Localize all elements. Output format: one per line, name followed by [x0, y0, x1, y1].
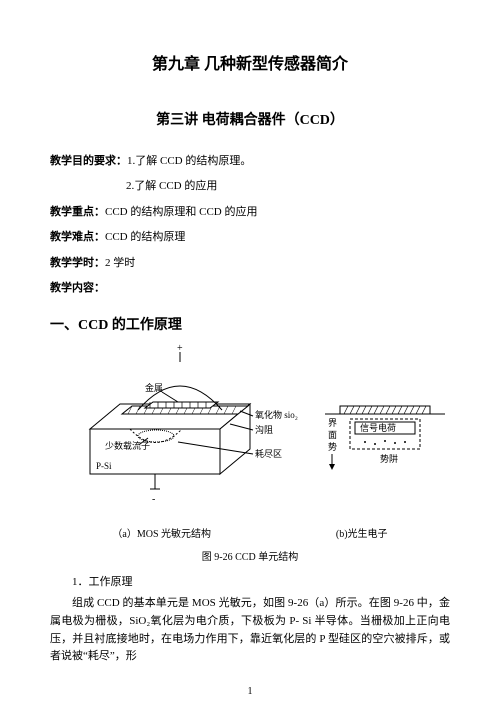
meta-difficulty-label: 教学难点： — [50, 231, 105, 243]
meta-hours: 教学学时：2 学时 — [50, 256, 450, 271]
svg-text:面: 面 — [328, 430, 337, 440]
sub-title: 第三讲 电荷耦合器件（CCD） — [50, 109, 450, 129]
diagram-area: + - 金属 氧化物 sio₂ 沟阻 耗尽区 少数载流子 — [50, 344, 450, 563]
meta-objective-item-1: 1.了解 CCD 的结构原理。 — [127, 155, 251, 167]
meta-objective-item-2-row: 2.了解 CCD 的应用 — [50, 179, 450, 194]
label-channel: 沟阻 — [255, 424, 273, 435]
section-title: 一、CCD 的工作原理 — [50, 314, 450, 334]
label-metal: 金属 — [145, 382, 163, 393]
caption-row: （a）MOS 光敏元结构 (b)光生电子 — [50, 525, 450, 540]
main-title: 第九章 几种新型传感器简介 — [50, 50, 450, 74]
caption-b: (b)光生电子 — [336, 525, 388, 540]
meta-objective-item-2: 2.了解 CCD 的应用 — [126, 180, 217, 192]
meta-content: 教学内容： — [50, 281, 450, 296]
figure-title: 图 9-26 CCD 单元结构 — [50, 548, 450, 563]
page-number: 1 — [50, 686, 450, 697]
caption-a: （a）MOS 光敏元结构 — [112, 525, 211, 540]
meta-objective: 教学目的要求：1.了解 CCD 的结构原理。 — [50, 154, 450, 169]
meta-hours-text: 2 学时 — [105, 257, 135, 269]
subsection-label: 1．工作原理 — [50, 573, 450, 589]
label-signal: 信号电荷 — [360, 422, 396, 433]
label-well: 势阱 — [380, 453, 398, 464]
meta-focus: 教学重点：CCD 的结构原理和 CCD 的应用 — [50, 205, 450, 220]
meta-objective-label: 教学目的要求： — [50, 155, 127, 167]
meta-difficulty-text: CCD 的结构原理 — [105, 231, 185, 243]
meta-hours-label: 教学学时： — [50, 257, 105, 269]
label-depletion: 耗尽区 — [255, 449, 282, 459]
label-substrate: P-Si — [96, 461, 112, 471]
svg-text:势: 势 — [328, 441, 337, 452]
meta-content-label: 教学内容： — [50, 282, 105, 294]
meta-difficulty: 教学难点：CCD 的结构原理 — [50, 230, 450, 245]
svg-text:界: 界 — [328, 418, 337, 428]
meta-focus-text: CCD 的结构原理和 CCD 的应用 — [105, 206, 258, 218]
label-oxide: 氧化物 sio₂ — [255, 409, 298, 420]
meta-focus-label: 教学重点： — [50, 206, 105, 218]
body-paragraph: 组成 CCD 的基本单元是 MOS 光敏元，如图 9-26（a）所示。在图 9-… — [50, 595, 450, 665]
svg-text:-: - — [152, 494, 155, 505]
diagram-svg: + - 金属 氧化物 sio₂ 沟阻 耗尽区 少数载流子 — [50, 344, 450, 514]
svg-text:+: + — [177, 344, 183, 354]
